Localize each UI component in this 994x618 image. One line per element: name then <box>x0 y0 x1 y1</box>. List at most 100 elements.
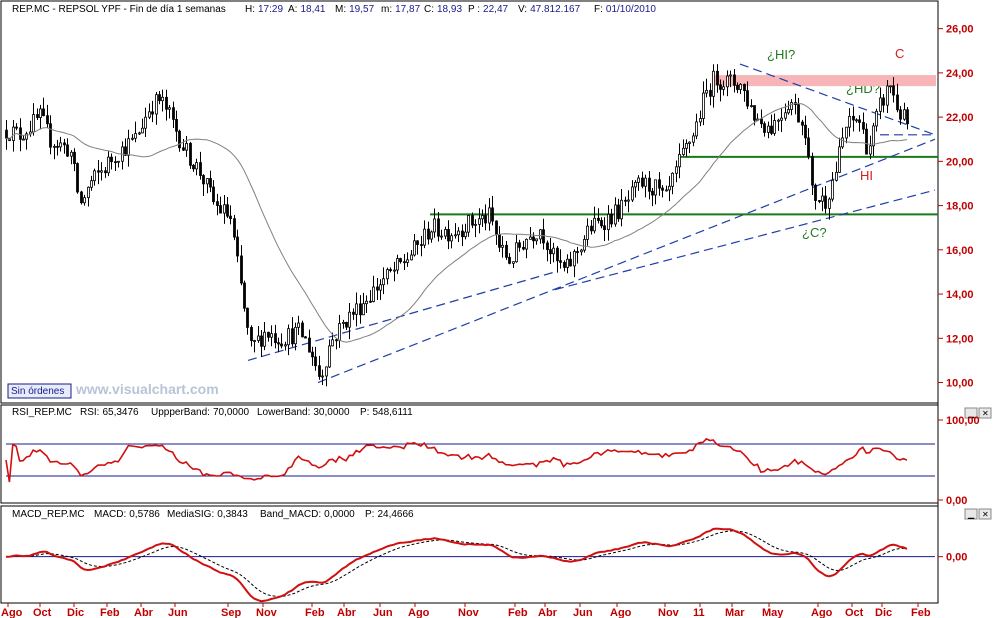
candle <box>682 139 685 156</box>
candle <box>556 246 559 273</box>
no-orders-label: Sin órdenes <box>11 386 64 397</box>
date-tick-label: Abr <box>538 607 558 618</box>
candle <box>637 175 640 191</box>
candle <box>712 64 715 108</box>
rsi-panel-frame <box>0 404 939 504</box>
trendline-3 <box>554 189 936 291</box>
candle <box>440 229 443 240</box>
candle <box>314 346 317 371</box>
candle <box>46 104 49 129</box>
rsi-tick-label: 0,00 <box>946 495 967 507</box>
candle <box>430 230 433 243</box>
date-tick-label: Abr <box>337 607 357 618</box>
candle <box>131 134 134 141</box>
candle <box>617 198 620 222</box>
candle <box>291 317 294 347</box>
candle <box>379 279 382 300</box>
candle <box>675 160 678 183</box>
rsi-minimize-button[interactable]: ▁ <box>964 407 978 419</box>
candle <box>365 295 368 314</box>
candle <box>216 193 219 216</box>
candle <box>535 238 538 245</box>
rsi-close-button[interactable]: ✕ <box>978 407 992 419</box>
candle <box>311 346 314 366</box>
candle <box>600 217 603 229</box>
candle <box>427 221 430 245</box>
candle <box>301 320 304 338</box>
candle <box>161 89 164 112</box>
candle <box>83 194 86 206</box>
candle <box>603 217 606 242</box>
candle <box>416 240 419 255</box>
candle <box>127 129 130 167</box>
macd-close-button[interactable]: ✕ <box>978 508 992 520</box>
candle <box>515 235 518 263</box>
candle <box>450 233 453 249</box>
candle <box>393 261 396 282</box>
candle <box>209 170 212 193</box>
candle <box>53 144 56 160</box>
date-tick-label: Feb <box>100 607 120 618</box>
candle <box>641 171 644 189</box>
annotation-c: C <box>895 46 904 61</box>
candle <box>821 187 824 212</box>
candle <box>304 336 307 339</box>
candle <box>76 162 79 194</box>
candle <box>93 168 96 186</box>
candle <box>267 331 270 342</box>
candle <box>158 90 161 105</box>
candle <box>491 196 494 226</box>
annotation-c-question: ¿C? <box>802 225 827 240</box>
candle <box>505 240 508 260</box>
candle <box>148 103 151 120</box>
candle <box>563 260 566 272</box>
candle <box>542 218 545 250</box>
candle <box>25 131 28 150</box>
candle <box>226 197 229 219</box>
candle <box>862 112 865 134</box>
candle <box>797 97 800 123</box>
candle <box>838 137 841 173</box>
candle <box>233 214 236 241</box>
candle <box>756 113 759 121</box>
candle <box>263 322 266 351</box>
candle <box>168 104 171 119</box>
candle <box>42 97 45 117</box>
date-tick-label: Sep <box>221 607 241 618</box>
candle <box>467 215 470 237</box>
candle <box>151 100 154 123</box>
candle <box>253 339 256 353</box>
macd-line <box>5 527 908 603</box>
date-tick-label: Ago <box>811 607 833 618</box>
candle <box>750 99 753 108</box>
candle <box>270 325 273 347</box>
candle <box>512 261 515 268</box>
price-panel-frame <box>0 0 939 404</box>
candle <box>716 64 719 93</box>
candle <box>610 208 613 228</box>
candle <box>260 329 263 358</box>
candle <box>90 175 93 191</box>
candle <box>63 138 66 154</box>
price-header: REP.MC - REPSOL YPF - Fin de día 1 seman… <box>12 4 656 15</box>
candle <box>872 122 875 156</box>
price-tick-label: 20,00 <box>946 156 974 168</box>
minimize-icon: ▁ <box>967 510 975 519</box>
macd-header: MACD_REP.MC MACD: 0,5786 MediaSIG: 0,3843 … <box>12 509 414 520</box>
price-tick-label: 24,00 <box>946 68 974 80</box>
candle <box>790 99 793 116</box>
candle <box>529 227 532 240</box>
candle <box>348 302 351 340</box>
candle <box>906 107 909 130</box>
candle <box>107 150 110 177</box>
candle <box>886 80 889 113</box>
date-tick-label: Jun <box>373 607 393 618</box>
date-tick-label: Jun <box>168 607 188 618</box>
price-tick-label: 12,00 <box>946 333 974 345</box>
candle <box>49 115 52 155</box>
macd-minimize-button[interactable]: ▁ <box>964 508 978 520</box>
no-orders-button[interactable]: Sin órdenes <box>7 383 72 399</box>
candle <box>654 179 657 205</box>
candle <box>87 186 90 207</box>
